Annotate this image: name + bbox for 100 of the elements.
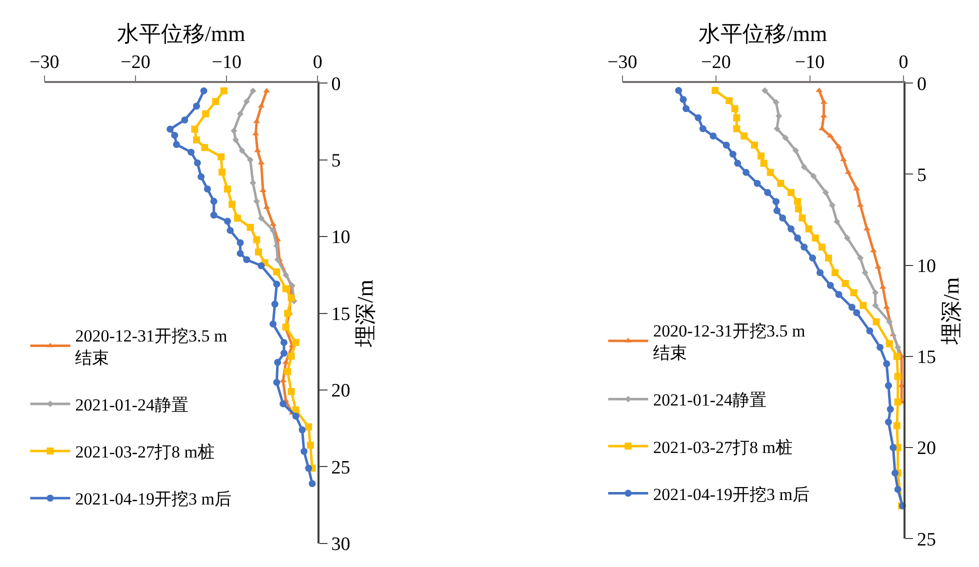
point bbox=[834, 218, 840, 225]
point bbox=[777, 180, 784, 187]
point bbox=[832, 269, 839, 276]
y-tick-label: 25 bbox=[917, 529, 936, 550]
point bbox=[210, 212, 218, 219]
point bbox=[776, 112, 782, 120]
point bbox=[734, 160, 742, 167]
point bbox=[253, 198, 260, 205]
point bbox=[812, 234, 819, 242]
point bbox=[872, 289, 879, 296]
point bbox=[202, 110, 210, 118]
point bbox=[237, 110, 244, 118]
point bbox=[694, 114, 702, 122]
point bbox=[243, 98, 250, 105]
point bbox=[280, 350, 288, 357]
point bbox=[273, 268, 280, 276]
point bbox=[193, 102, 200, 110]
point bbox=[773, 207, 780, 214]
point bbox=[188, 148, 195, 156]
point bbox=[298, 426, 306, 434]
point bbox=[754, 180, 761, 187]
point bbox=[288, 388, 295, 396]
point bbox=[201, 144, 208, 152]
point bbox=[246, 224, 254, 231]
point bbox=[722, 142, 730, 149]
point bbox=[733, 114, 740, 122]
point bbox=[822, 189, 829, 196]
legend-label: 2021-03-27打8 m桩 bbox=[75, 442, 215, 462]
point bbox=[870, 248, 877, 252]
point bbox=[250, 180, 256, 186]
y-tick-label: 25 bbox=[331, 457, 350, 478]
point bbox=[782, 134, 789, 142]
point bbox=[181, 116, 188, 124]
point bbox=[236, 239, 244, 246]
point bbox=[850, 289, 858, 296]
point bbox=[191, 126, 198, 133]
y-tick-label: 20 bbox=[331, 380, 350, 402]
point bbox=[766, 168, 774, 176]
point bbox=[795, 205, 802, 212]
point bbox=[200, 87, 208, 94]
point bbox=[731, 105, 738, 112]
point bbox=[800, 164, 808, 170]
point bbox=[894, 398, 902, 406]
point bbox=[232, 136, 239, 144]
point bbox=[712, 86, 719, 94]
point bbox=[762, 87, 768, 94]
point bbox=[842, 280, 849, 288]
point bbox=[273, 378, 280, 386]
point bbox=[876, 344, 884, 351]
point bbox=[886, 406, 894, 413]
point bbox=[818, 244, 826, 251]
point bbox=[890, 444, 897, 452]
point bbox=[829, 202, 836, 208]
point bbox=[292, 338, 300, 346]
point bbox=[862, 269, 868, 276]
point bbox=[270, 227, 276, 234]
point bbox=[166, 126, 174, 133]
x-tick-label: −10 bbox=[794, 52, 825, 73]
point bbox=[273, 280, 280, 288]
point bbox=[758, 152, 765, 160]
point bbox=[794, 234, 802, 242]
point bbox=[760, 160, 768, 167]
point bbox=[230, 127, 238, 134]
point bbox=[835, 290, 842, 298]
y-tick-label: 10 bbox=[917, 256, 936, 277]
point bbox=[884, 382, 892, 390]
x-axis-title: 水平位移/mm bbox=[698, 21, 828, 46]
x-tick-label: −10 bbox=[212, 52, 242, 73]
point bbox=[764, 188, 772, 196]
point bbox=[726, 97, 733, 104]
y-tick-label: 0 bbox=[917, 74, 927, 95]
x-axis-title: 水平位移/mm bbox=[116, 21, 246, 46]
point bbox=[292, 412, 300, 420]
point bbox=[894, 372, 902, 380]
point bbox=[247, 156, 254, 164]
point bbox=[750, 142, 758, 149]
point bbox=[866, 327, 874, 334]
point bbox=[883, 360, 890, 368]
point bbox=[172, 141, 180, 148]
point bbox=[282, 285, 290, 292]
point bbox=[809, 254, 816, 262]
point bbox=[194, 159, 201, 166]
point bbox=[699, 125, 706, 132]
y-tick-label: 5 bbox=[917, 164, 927, 186]
y-axis-title: 埋深/m bbox=[938, 277, 964, 346]
point bbox=[224, 186, 231, 193]
point bbox=[210, 198, 218, 205]
point bbox=[198, 173, 205, 180]
legend-label: 2021-04-19开挖3 m后 bbox=[75, 490, 232, 509]
point bbox=[171, 132, 178, 139]
y-tick-label: 20 bbox=[917, 438, 936, 460]
point bbox=[308, 480, 316, 488]
point bbox=[894, 486, 902, 493]
y-axis-title: 埋深/m bbox=[352, 280, 378, 348]
point bbox=[284, 368, 292, 376]
point bbox=[306, 442, 314, 449]
point bbox=[258, 214, 264, 222]
point bbox=[305, 464, 312, 472]
point bbox=[857, 254, 864, 262]
legend-label: 2020-12-31开挖3.5 m 结束 bbox=[75, 326, 228, 368]
